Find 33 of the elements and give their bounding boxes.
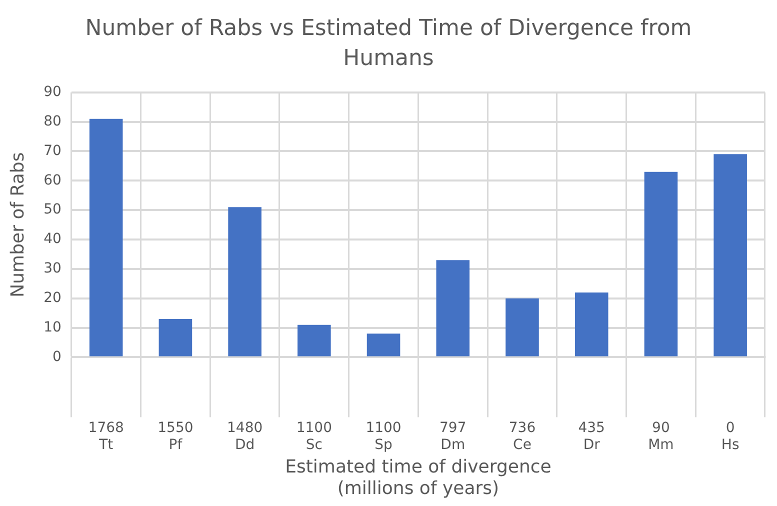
x-tick-label: 1550 Pf (158, 420, 194, 454)
bar (366, 334, 400, 356)
chart-title: Number of Rabs vs Estimated Time of Divergence from Humans (84, 15, 693, 73)
y-tick-label: 0 (52, 348, 62, 365)
y-tick-label: 70 (44, 142, 62, 159)
y-tick-label: 90 (44, 84, 62, 100)
x-tick-label: 1480 Dd (226, 420, 263, 454)
bar (228, 207, 262, 356)
x-tick-label: 736 Ce (508, 420, 536, 454)
x-tick-label: 797 Dm (440, 420, 466, 454)
y-tick-label: 50 (44, 202, 62, 218)
x-tick-label: 1768 Tt (88, 420, 124, 454)
bar (574, 292, 608, 356)
x-tick-label: 90 Mm (648, 420, 674, 454)
bar (714, 154, 747, 356)
y-axis-title: Number of Rabs (7, 152, 28, 298)
x-tick-label: 1100 Sp (366, 420, 402, 454)
y-tick-label: 60 (44, 172, 62, 188)
y-tick-label: 80 (44, 113, 62, 130)
bar (644, 172, 678, 356)
y-tick-label: 30 (44, 260, 62, 277)
x-tick-label: 1100 Sc (296, 420, 332, 454)
y-tick-label: 20 (44, 290, 62, 306)
bar (436, 260, 470, 356)
y-tick-label: 10 (44, 319, 62, 336)
x-axis-title: Estimated time of divergence (millions of years) (285, 456, 552, 499)
bar (506, 298, 539, 356)
x-tick-label: 435 Dr (578, 420, 605, 454)
y-tick-label: 40 (44, 231, 62, 248)
x-tick-label: 0 Hs (721, 420, 740, 454)
bar (298, 324, 331, 356)
bar (89, 118, 123, 356)
bar (158, 318, 192, 356)
